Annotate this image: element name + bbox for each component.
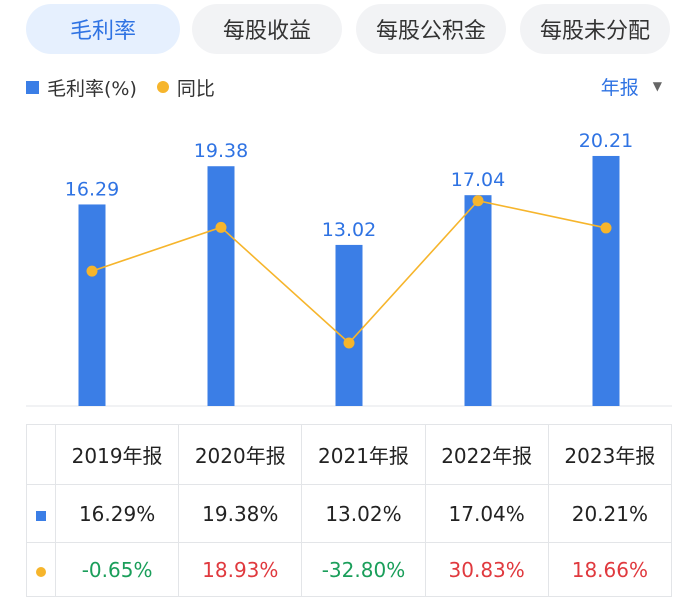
tab-eps[interactable]: 每股收益 (192, 4, 342, 54)
tab-gross-margin[interactable]: 毛利率 (26, 4, 180, 54)
data-table: 2019年报 2020年报 2021年报 2022年报 2023年报 16.29… (26, 424, 673, 597)
table-header-cell: 2023年报 (547, 424, 673, 485)
table-cell: 13.02% (301, 484, 426, 543)
tab-capital-reserve-per-share[interactable]: 每股公积金 (356, 4, 506, 54)
yoy-point (215, 221, 227, 233)
gross-margin-chart: 16.29 19.38 13.02 17.04 20.21 (26, 130, 672, 407)
bar-value-label: 17.04 (451, 169, 505, 191)
table-cell: 18.93% (178, 542, 303, 597)
bar-value-label: 13.02 (322, 219, 376, 241)
table-cell: -0.65% (54, 542, 180, 597)
chart-legend: 毛利率(%) 同比 (26, 74, 215, 100)
table-header-row: 2019年报 2020年报 2021年报 2022年报 2023年报 (26, 424, 673, 485)
bar (464, 195, 492, 406)
table-row-marker (26, 542, 56, 597)
bar-value-label: 16.29 (65, 178, 119, 200)
bar-value-label: 20.21 (579, 130, 633, 152)
table-row-marker (26, 484, 56, 543)
table-cell: 20.21% (547, 484, 673, 543)
bar (335, 244, 363, 406)
yoy-point (600, 222, 612, 234)
legend-bar-label: 毛利率(%) (47, 77, 137, 100)
table-cell: 30.83% (424, 542, 549, 597)
legend-line-label: 同比 (176, 77, 215, 100)
table-cell: 17.04% (424, 484, 549, 543)
period-selector[interactable]: 年报 ▼ (601, 72, 662, 100)
bar-series-swatch-icon (26, 80, 39, 94)
bar (592, 155, 620, 406)
bar-series-marker-icon (36, 510, 46, 521)
table-cell: 16.29% (54, 484, 180, 543)
table-corner-cell (26, 424, 56, 485)
metric-tabs: 毛利率 每股收益 每股公积金 每股未分配 (0, 0, 700, 62)
table-header-cell: 2022年报 (424, 424, 549, 485)
table-row: -0.65% 18.93% -32.80% 30.83% 18.66% (26, 542, 673, 597)
line-series-dot-icon (156, 81, 169, 93)
table-header-cell: 2021年报 (301, 424, 426, 485)
table-cell: 18.66% (547, 542, 673, 597)
table-header-cell: 2019年报 (54, 424, 180, 485)
bar-value-label: 19.38 (194, 140, 248, 162)
table-header-cell: 2020年报 (178, 424, 303, 485)
tab-undistributed-profit-per-share[interactable]: 每股未分配 (520, 4, 670, 54)
yoy-point (86, 265, 98, 277)
yoy-point (343, 337, 355, 349)
table-cell: 19.38% (178, 484, 303, 543)
table-cell: -32.80% (301, 542, 426, 597)
period-label: 年报 (600, 76, 639, 99)
bar (78, 204, 106, 406)
line-series-marker-icon (36, 566, 46, 577)
bar (207, 166, 235, 406)
caret-down-icon: ▼ (652, 79, 662, 93)
yoy-point (472, 195, 484, 207)
table-row: 16.29% 19.38% 13.02% 17.04% 20.21% (26, 484, 673, 543)
